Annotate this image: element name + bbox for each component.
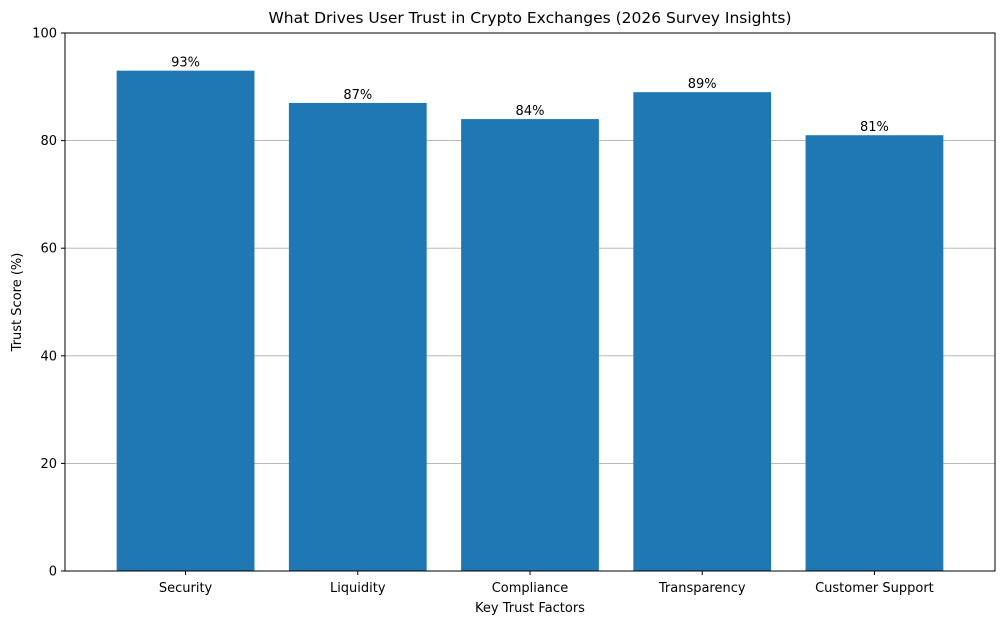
bar-customer-support xyxy=(805,135,944,571)
y-axis-ticks: 0 20 40 60 80 100 xyxy=(32,27,65,580)
y-tick-label: 100 xyxy=(32,27,57,42)
data-label: 81% xyxy=(860,120,889,135)
bar-transparency xyxy=(633,92,772,572)
x-tick-label: Liquidity xyxy=(330,581,386,596)
y-tick-label: 60 xyxy=(40,242,57,257)
data-label: 87% xyxy=(343,88,372,103)
data-labels: 93% 87% 84% 89% 81% xyxy=(171,56,889,136)
bar-security xyxy=(116,70,255,571)
data-label: 89% xyxy=(688,77,717,92)
chart-title: What Drives User Trust in Crypto Exchang… xyxy=(268,9,791,27)
x-tick-label: Customer Support xyxy=(815,581,934,596)
y-tick-label: 80 xyxy=(40,134,57,149)
y-tick-label: 40 xyxy=(40,349,57,364)
y-tick-label: 0 xyxy=(49,565,57,580)
x-tick-label: Transparency xyxy=(658,581,746,596)
x-tick-label: Security xyxy=(159,581,213,596)
y-axis-title: Trust Score (%) xyxy=(10,253,25,353)
data-label: 84% xyxy=(516,104,545,119)
data-label: 93% xyxy=(171,56,200,71)
x-tick-label: Compliance xyxy=(492,581,569,596)
bar-compliance xyxy=(461,119,599,571)
y-tick-label: 20 xyxy=(40,457,57,472)
x-axis-title: Key Trust Factors xyxy=(475,601,585,616)
bar-liquidity xyxy=(288,102,427,571)
bars xyxy=(116,70,944,572)
x-axis-ticks: Security Liquidity Compliance Transparency C… xyxy=(159,571,934,596)
